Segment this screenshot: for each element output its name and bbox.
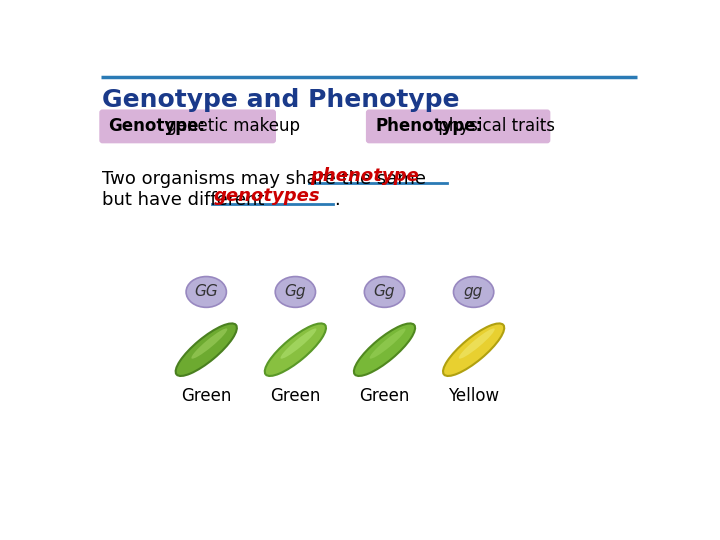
Text: Green: Green [270, 387, 320, 405]
Ellipse shape [454, 276, 494, 307]
Text: .: . [334, 191, 340, 208]
Text: physical traits: physical traits [433, 117, 554, 136]
Text: Genotype and Phenotype: Genotype and Phenotype [102, 88, 460, 112]
Ellipse shape [275, 276, 315, 307]
Ellipse shape [281, 328, 317, 359]
Ellipse shape [354, 323, 415, 376]
Text: Green: Green [181, 387, 231, 405]
Text: gg: gg [464, 285, 483, 300]
Text: genetic makeup: genetic makeup [161, 117, 300, 136]
Ellipse shape [364, 276, 405, 307]
Text: Genotype:: Genotype: [109, 117, 206, 136]
Ellipse shape [176, 323, 237, 376]
FancyBboxPatch shape [99, 110, 276, 143]
Text: Phenotype:: Phenotype: [375, 117, 482, 136]
Ellipse shape [443, 323, 504, 376]
Text: GG: GG [194, 285, 218, 300]
Ellipse shape [459, 328, 495, 359]
Text: Green: Green [359, 387, 410, 405]
Text: phenotype: phenotype [310, 167, 419, 185]
FancyBboxPatch shape [366, 110, 550, 143]
Text: but have different: but have different [102, 191, 271, 208]
Text: Yellow: Yellow [448, 387, 499, 405]
Ellipse shape [186, 276, 226, 307]
Ellipse shape [369, 328, 405, 359]
Ellipse shape [265, 323, 326, 376]
Text: genotypes: genotypes [214, 187, 320, 206]
Ellipse shape [192, 328, 228, 359]
Text: Gg: Gg [284, 285, 306, 300]
Text: Two organisms may share the same: Two organisms may share the same [102, 170, 432, 188]
Text: Gg: Gg [374, 285, 395, 300]
